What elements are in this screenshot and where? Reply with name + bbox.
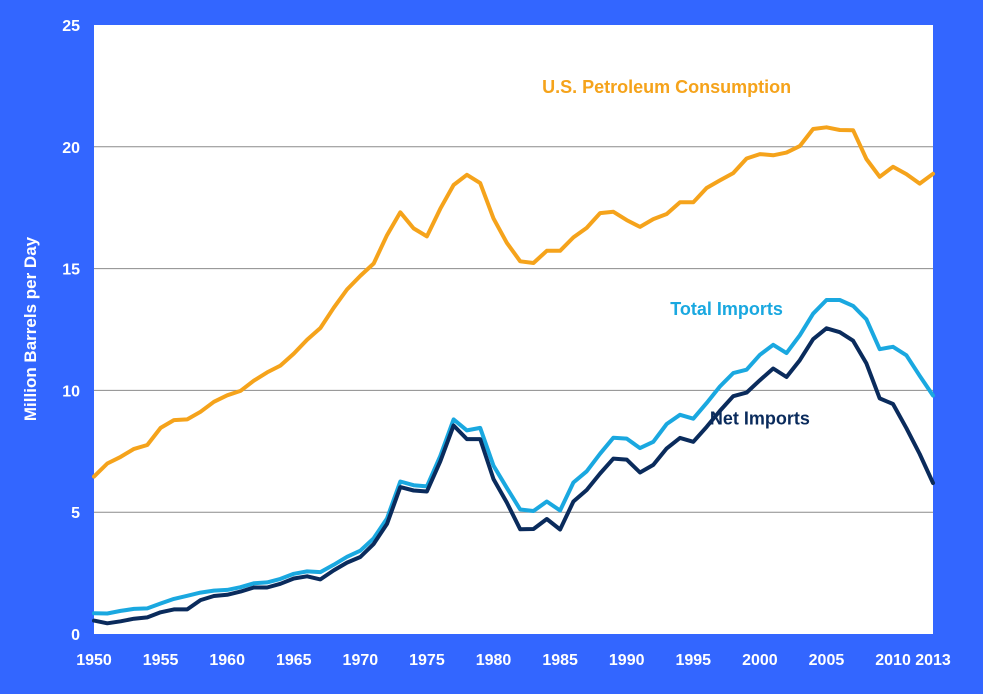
x-tick-label: 1950 xyxy=(76,652,112,669)
x-tick-label: 1960 xyxy=(209,652,245,669)
y-tick-label: 5 xyxy=(71,505,80,522)
series-label: Net Imports xyxy=(710,409,810,429)
y-tick-label: 20 xyxy=(62,140,80,157)
x-tick-label: 2005 xyxy=(809,652,845,669)
x-tick-label: 1985 xyxy=(542,652,578,669)
series-lines xyxy=(92,125,935,626)
y-tick-label: 10 xyxy=(62,383,80,400)
x-tick-label: 1955 xyxy=(143,652,179,669)
y-tick-label: 0 xyxy=(71,627,80,644)
y-axis-label: Million Barrels per Day xyxy=(21,236,40,421)
x-tick-label: 1980 xyxy=(476,652,512,669)
y-tick-label: 15 xyxy=(62,262,80,279)
series-line-1 xyxy=(92,298,935,616)
x-tick-label: 1975 xyxy=(409,652,445,669)
series-line-0 xyxy=(92,125,935,479)
series-labels: U.S. Petroleum Consumption Total Imports N… xyxy=(542,77,810,428)
x-tick-label: 1965 xyxy=(276,652,312,669)
series-line-2 xyxy=(92,326,935,626)
y-tick-label: 25 xyxy=(62,18,80,35)
x-tick-label: 1990 xyxy=(609,652,645,669)
x-tick-label: 2013 xyxy=(915,652,951,669)
plot-area xyxy=(94,25,933,634)
axis-ticks: 0 5 10 15 20 25 1950 1955 1960 1965 1970 1975 1980 19… xyxy=(62,18,951,669)
x-tick-label: 1970 xyxy=(343,652,379,669)
x-tick-label: 2010 xyxy=(875,652,911,669)
x-tick-label: 1995 xyxy=(675,652,711,669)
series-label: Total Imports xyxy=(670,299,783,319)
x-tick-label: 2000 xyxy=(742,652,778,669)
series-label: U.S. Petroleum Consumption xyxy=(542,77,791,97)
